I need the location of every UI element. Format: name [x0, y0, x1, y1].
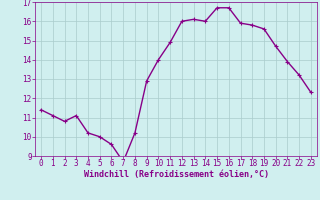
X-axis label: Windchill (Refroidissement éolien,°C): Windchill (Refroidissement éolien,°C): [84, 170, 268, 179]
